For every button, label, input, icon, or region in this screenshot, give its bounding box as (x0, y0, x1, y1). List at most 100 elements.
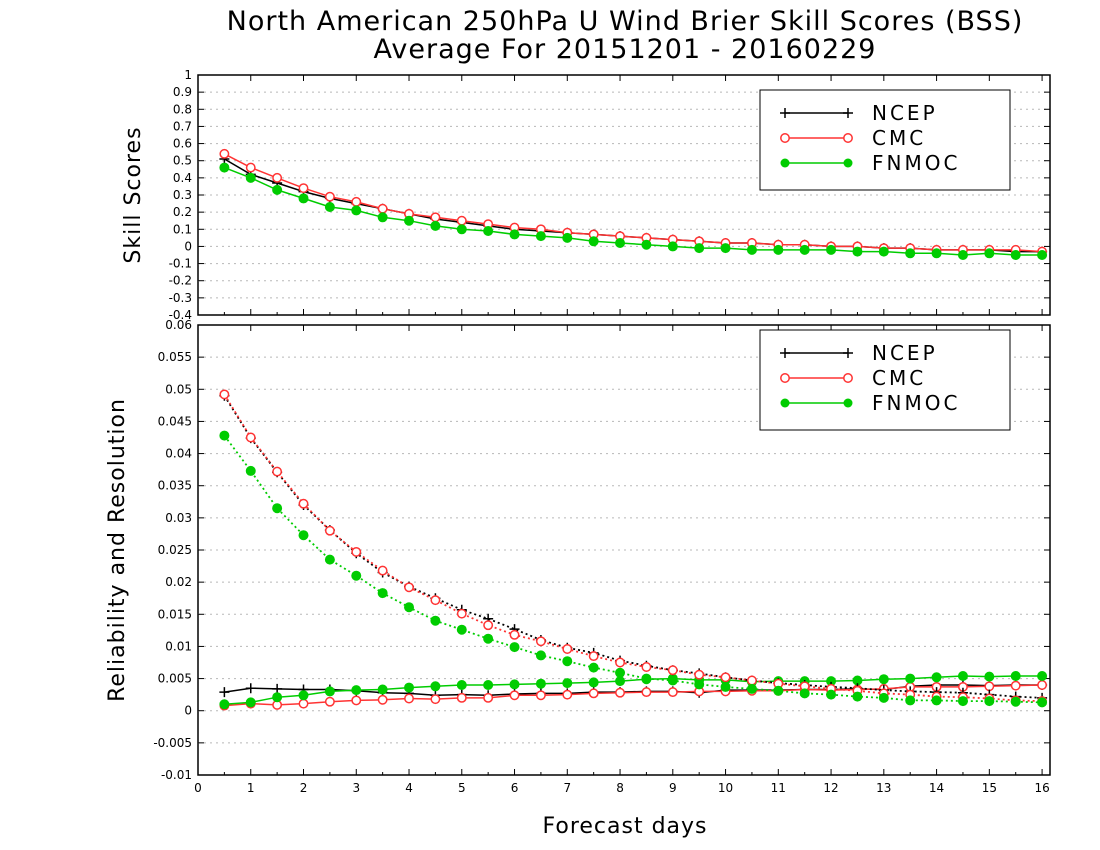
x-tick-label: 13 (876, 781, 891, 795)
data-point-fnmoc (272, 503, 283, 514)
data-point-fnmoc (957, 671, 968, 681)
data-point-fnmoc (430, 681, 441, 692)
data-point-cmc (615, 687, 625, 698)
data-point-fnmoc (351, 205, 362, 216)
legend-marker (843, 348, 853, 358)
x-tick-label: 7 (563, 781, 571, 795)
y-tick-label: 0.6 (173, 137, 192, 151)
data-point-fnmoc (562, 678, 573, 689)
y-tick-label: -0.4 (169, 308, 192, 322)
legend-entry-fnmoc: FNMOC (780, 391, 957, 415)
data-point-fnmoc (905, 673, 916, 684)
data-point-fnmoc (799, 244, 810, 255)
x-tick-label: 6 (511, 781, 519, 795)
data-point-cmc (219, 389, 230, 400)
data-point-fnmoc (931, 695, 942, 706)
data-point-fnmoc (773, 244, 784, 255)
x-tick-label: 14 (929, 781, 944, 795)
data-point-fnmoc (1010, 250, 1021, 260)
y-tick-label: 0.03 (165, 511, 192, 525)
y-tick-label: 0.4 (173, 171, 192, 185)
x-tick-label: 2 (300, 781, 308, 795)
data-point-fnmoc (456, 680, 467, 690)
data-point-cmc (324, 191, 335, 202)
data-point-cmc (245, 162, 256, 173)
x-tick-label: 4 (405, 781, 413, 795)
data-point-fnmoc (430, 220, 441, 231)
legend-label: CMC (872, 126, 926, 150)
y-tick-label: -0.005 (153, 736, 192, 750)
data-point-fnmoc (562, 232, 573, 243)
data-point-cmc (456, 215, 467, 226)
skill-score-panel: 1 0.9 0.8 0.7 0.6 0.5 0.4 0.3 0.2 0.1 0 -0.1 -0.2 -0.… (121, 68, 1051, 322)
data-point-fnmoc (641, 673, 652, 684)
data-point-fnmoc (430, 615, 441, 626)
data-point-cmc (298, 183, 309, 194)
data-point-fnmoc (377, 684, 388, 695)
data-point-cmc (1037, 680, 1048, 690)
data-point-cmc (535, 690, 546, 701)
data-point-cmc (746, 675, 757, 686)
data-point-cmc (351, 196, 362, 207)
data-point-fnmoc (298, 690, 309, 701)
data-point-fnmoc (509, 229, 520, 240)
y-tick-label: 0.045 (158, 414, 192, 428)
data-point-fnmoc (878, 674, 889, 685)
legend-marker (843, 133, 853, 143)
skill-score-y-ticks: 1 0.9 0.8 0.7 0.6 0.5 0.4 0.3 0.2 0.1 0 -0.1 -0.2 -0.… (169, 68, 1050, 322)
y-tick-label: 0.1 (173, 222, 192, 236)
data-point-cmc (984, 681, 995, 692)
data-point-cmc (641, 662, 652, 672)
data-point-fnmoc (720, 681, 731, 692)
data-point-cmc (483, 692, 494, 703)
data-point-fnmoc (667, 241, 678, 252)
chart-subtitle: Average For 20151201 - 20160229 (374, 34, 877, 65)
legend-marker (843, 158, 853, 168)
y-tick-label: 0.06 (165, 318, 192, 332)
data-point-fnmoc (509, 642, 520, 653)
y-tick-label: 0.5 (173, 154, 192, 168)
legend-marker (780, 158, 790, 168)
data-point-cmc (667, 665, 678, 676)
data-point-fnmoc (1037, 671, 1048, 681)
y-tick-label: 0.02 (165, 575, 192, 589)
data-point-cmc (324, 525, 335, 536)
y-tick-label: 0.015 (158, 607, 192, 621)
chart-title: North American 250hPa U Wind Brier Skill… (227, 6, 1024, 37)
data-point-cmc (430, 212, 441, 223)
data-point-ncep (272, 683, 283, 694)
data-point-fnmoc (667, 675, 678, 686)
data-point-fnmoc (377, 212, 388, 223)
data-point-cmc (377, 565, 388, 576)
legend-marker (843, 108, 853, 118)
data-point-fnmoc (641, 239, 652, 250)
data-point-fnmoc (324, 686, 335, 697)
data-point-fnmoc (878, 246, 889, 257)
legend-marker (780, 108, 790, 118)
data-point-fnmoc (588, 677, 599, 688)
data-point-cmc (351, 695, 362, 706)
data-point-fnmoc (351, 570, 362, 581)
data-point-ncep (219, 687, 230, 698)
data-point-fnmoc (1010, 671, 1021, 681)
y-tick-label: 0.055 (158, 350, 192, 364)
data-point-fnmoc (483, 633, 494, 644)
y-tick-label: 0.05 (165, 382, 192, 396)
data-point-cmc (667, 687, 678, 698)
data-point-fnmoc (878, 692, 889, 703)
data-point-fnmoc (535, 231, 546, 242)
legend-entry-cmc: CMC (780, 126, 926, 150)
legend-marker (780, 398, 790, 408)
x-tick-label: 10 (718, 781, 733, 795)
data-point-fnmoc (694, 243, 705, 254)
data-point-fnmoc (1037, 250, 1048, 260)
legend-label: NCEP (872, 101, 938, 125)
data-point-fnmoc (562, 656, 573, 667)
data-point-fnmoc (404, 682, 415, 693)
data-point-fnmoc (694, 679, 705, 690)
reliability-resolution-panel: 0.060.0550.050.0450.040.0350.030.0250.02… (105, 318, 1051, 795)
reliability-resolution-series-fnmoc (219, 671, 1048, 710)
data-point-fnmoc (799, 688, 810, 699)
